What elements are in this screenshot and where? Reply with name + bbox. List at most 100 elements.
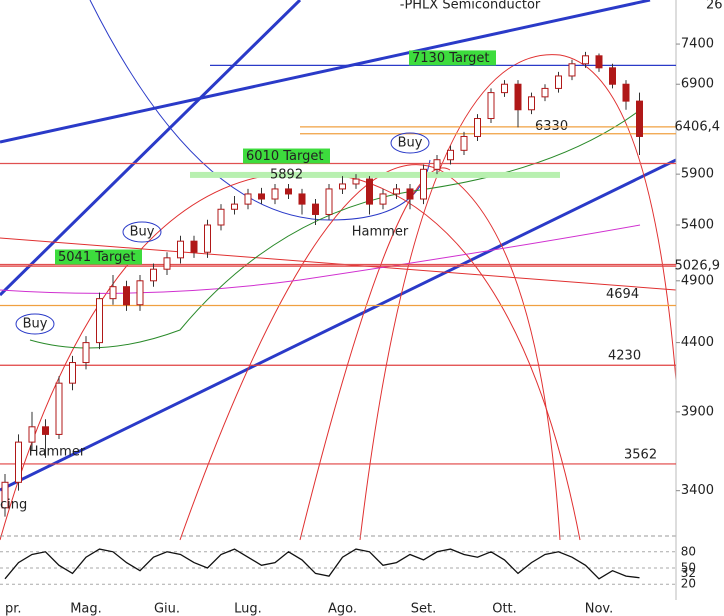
- corner-label: 26: [706, 0, 723, 13]
- y-tick-label: 3400: [681, 483, 714, 498]
- level-label: 4230: [608, 349, 641, 364]
- level-label: 5041 Target: [58, 250, 135, 265]
- level-label: 5892: [270, 167, 303, 182]
- candle-body: [312, 203, 319, 215]
- candle-body: [393, 188, 400, 195]
- candle-body: [487, 92, 495, 120]
- candle-body: [622, 83, 630, 102]
- candle-body: [109, 286, 117, 300]
- annotation: cing: [0, 498, 27, 513]
- candle-body: [271, 188, 279, 200]
- candle-body: [555, 75, 562, 89]
- oscillator-value: 32: [681, 566, 696, 580]
- candle-body: [1, 481, 9, 509]
- y-tick-label: 5900: [681, 167, 714, 182]
- candle-body: [433, 159, 441, 170]
- candle-body: [96, 298, 103, 344]
- y-tick-label: 50: [681, 561, 696, 575]
- x-tick-label: Set.: [411, 602, 436, 616]
- channel-line: [0, 0, 302, 297]
- x-tick-label: Ago.: [328, 602, 357, 616]
- candle-body: [15, 441, 22, 483]
- candle-body: [568, 63, 576, 77]
- candle-body: [609, 67, 616, 85]
- y-tick-label: 4900: [681, 273, 714, 288]
- candle-body: [528, 96, 535, 111]
- annotation: Buy: [130, 225, 155, 240]
- candle-body: [285, 188, 292, 195]
- candle-body: [595, 55, 603, 69]
- level-label: 4694: [606, 287, 639, 302]
- candle-body: [582, 55, 589, 65]
- y-tick-label: 7400: [681, 37, 714, 52]
- candle-body: [55, 382, 63, 435]
- y-tick-label: 80: [681, 544, 696, 558]
- arc: [299, 167, 451, 541]
- channel-line: [0, 0, 651, 144]
- level-label: 3562: [624, 447, 657, 462]
- candle-body: [190, 240, 198, 253]
- candle-body: [325, 188, 333, 215]
- y-tick-label: 3900: [681, 404, 714, 419]
- candle-body: [460, 135, 468, 151]
- y-tick-label: 5400: [681, 218, 714, 233]
- candle-body: [69, 362, 76, 384]
- arc: [359, 54, 677, 541]
- buy-marker: [390, 132, 430, 154]
- candle-body: [406, 188, 414, 200]
- label-box: [243, 148, 330, 164]
- candle-body: [420, 168, 427, 200]
- candle-body: [379, 193, 387, 205]
- x-tick-label: Giu.: [154, 602, 180, 616]
- candle-body: [541, 87, 549, 98]
- candle-body: [501, 83, 508, 94]
- candle-body: [514, 83, 522, 111]
- x-tick-label: Mag.: [70, 602, 102, 616]
- buy-marker: [122, 221, 162, 243]
- x-tick-label: Nov.: [585, 602, 614, 616]
- candle-body: [231, 203, 238, 210]
- buy-marker: [15, 313, 55, 335]
- annotation: Buy: [398, 136, 423, 151]
- annotation: Buy: [23, 317, 48, 332]
- label-box: [55, 249, 142, 265]
- level-label: 5026,9: [675, 259, 721, 274]
- decorations: [0, 0, 677, 600]
- candle-body: [163, 257, 171, 270]
- candle-body: [352, 178, 360, 185]
- candle-body: [136, 280, 144, 306]
- candle-body: [447, 149, 454, 161]
- candle-body: [339, 183, 346, 190]
- candle-body: [177, 240, 184, 259]
- x-tick-label: Lug.: [234, 602, 262, 616]
- candle-body: [298, 193, 306, 205]
- annotation: Hammer: [29, 445, 86, 460]
- chart-title: -PHLX Semiconductor: [400, 0, 541, 13]
- level-label: 7130 Target: [412, 51, 489, 66]
- channel-line: [0, 158, 677, 492]
- x-tick-label: pr.: [5, 602, 22, 616]
- candle-body: [204, 224, 211, 253]
- candle-body: [82, 342, 90, 364]
- level-label: 6406,4: [675, 119, 721, 134]
- candle-body: [217, 208, 225, 226]
- candle-body: [474, 118, 481, 137]
- label-box: [409, 50, 496, 66]
- candle-body: [366, 178, 373, 205]
- oscillator-line: [4, 548, 640, 580]
- level-label: 6010 Target: [246, 149, 323, 164]
- average: [0, 224, 641, 294]
- candle-body: [42, 426, 49, 435]
- y-tick-label: 6900: [681, 77, 714, 92]
- annotation: Hammer: [352, 225, 409, 240]
- candle-body: [123, 286, 130, 306]
- x-tick-label: Ott.: [492, 602, 517, 616]
- y-tick-label: 20: [681, 577, 696, 591]
- level-band: [190, 171, 560, 178]
- candle-body: [258, 193, 265, 200]
- oscillator: 20 50 80 32: [0, 544, 696, 591]
- y-tick-label: 4400: [681, 335, 714, 350]
- average: [29, 109, 641, 349]
